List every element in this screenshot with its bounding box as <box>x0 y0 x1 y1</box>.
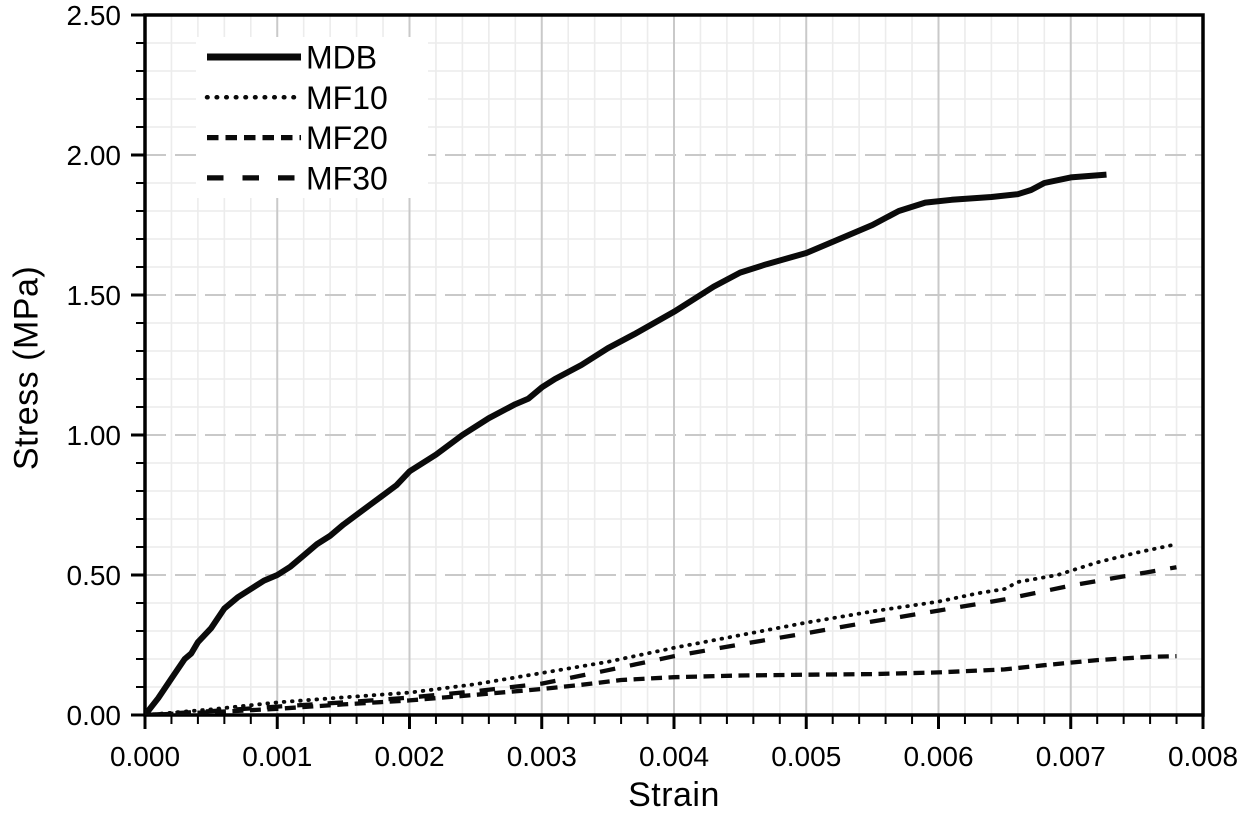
series-line-MDB <box>145 171 1107 715</box>
legend-label: MF20 <box>306 120 388 156</box>
x-axis-title: Strain <box>628 776 720 814</box>
axis-ticks <box>131 13 1205 729</box>
x-tick-label: 0.001 <box>242 741 312 772</box>
x-tick-label: 0.004 <box>639 741 709 772</box>
series-group <box>145 171 1179 715</box>
legend-item-MF30: MF30 <box>207 160 388 196</box>
legend: MDB MF10 MF20 MF30 <box>196 37 428 198</box>
y-tick-label: 0.50 <box>67 560 122 591</box>
y-tick-label: 1.50 <box>67 280 122 311</box>
y-tick-label: 0.00 <box>67 700 122 731</box>
x-tick-label: 0.000 <box>110 741 180 772</box>
legend-label: MDB <box>306 40 377 76</box>
series-line-MF20 <box>145 654 1177 715</box>
legend-item-MF20: MF20 <box>207 120 388 156</box>
y-tick-label: 2.00 <box>67 140 122 171</box>
legend-label: MF30 <box>306 160 388 196</box>
y-tick-label: 2.50 <box>67 0 122 31</box>
tick-labels: 0.000 0.001 0.002 0.003 0.004 0.005 0.006 0.007… <box>67 0 1239 772</box>
x-tick-label: 0.008 <box>1168 741 1238 772</box>
legend-item-MDB: MDB <box>207 40 377 76</box>
legend-label: MF10 <box>306 80 388 116</box>
x-tick-label: 0.006 <box>903 741 973 772</box>
x-tick-label: 0.002 <box>374 741 444 772</box>
y-axis-title: Stress (MPa) <box>7 265 46 471</box>
series-line-MF10 <box>145 542 1179 715</box>
x-tick-label: 0.007 <box>1036 741 1106 772</box>
y-tick-label: 1.00 <box>67 420 122 451</box>
legend-background <box>196 37 428 198</box>
series-line-MF30 <box>145 565 1177 715</box>
x-tick-label: 0.003 <box>507 741 577 772</box>
legend-item-MF10: MF10 <box>204 80 388 116</box>
x-tick-label: 0.005 <box>771 741 841 772</box>
